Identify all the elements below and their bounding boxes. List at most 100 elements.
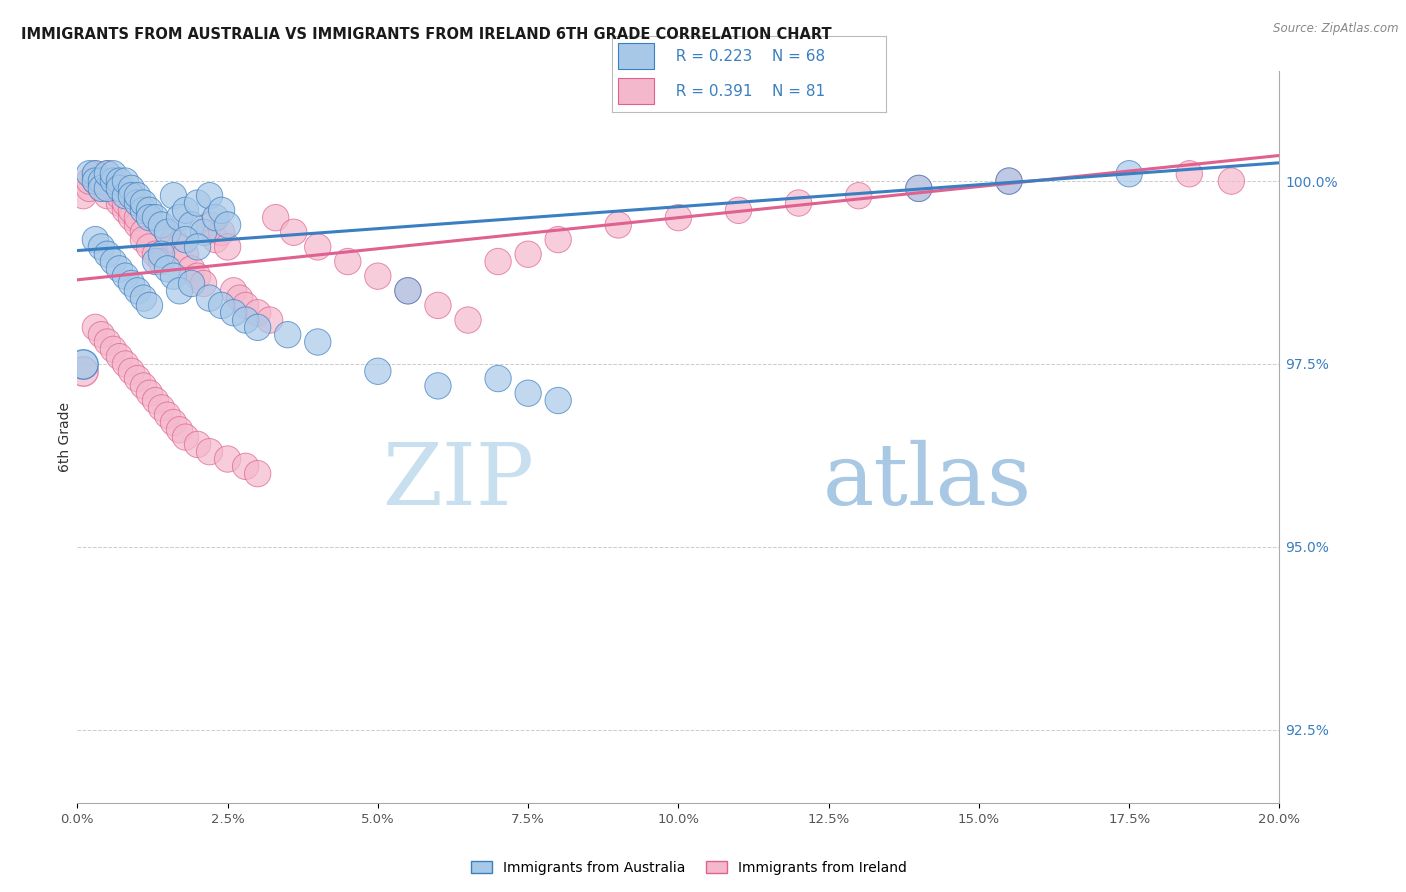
Point <box>96 167 118 181</box>
Point <box>96 167 118 181</box>
Point <box>156 261 179 276</box>
Point <box>222 284 245 298</box>
Point <box>150 218 173 232</box>
Point <box>127 284 149 298</box>
Point <box>132 196 155 211</box>
Point <box>120 188 142 202</box>
Point <box>84 233 107 247</box>
Point <box>108 181 131 195</box>
Point <box>90 181 112 195</box>
Point <box>307 240 329 254</box>
Text: R = 0.223    N = 68: R = 0.223 N = 68 <box>666 49 825 63</box>
Point <box>103 174 125 188</box>
Point <box>169 211 191 225</box>
Point <box>187 437 209 451</box>
Text: Source: ZipAtlas.com: Source: ZipAtlas.com <box>1274 22 1399 36</box>
Point <box>79 167 101 181</box>
Point <box>90 181 112 195</box>
Point <box>169 240 191 254</box>
Point <box>204 233 226 247</box>
Point <box>217 452 239 467</box>
Point <box>180 261 202 276</box>
Point <box>180 218 202 232</box>
Point <box>517 386 540 401</box>
Point <box>132 379 155 393</box>
Point <box>211 298 233 312</box>
Point <box>132 225 155 239</box>
Point <box>217 240 239 254</box>
Point <box>162 269 184 284</box>
Point <box>103 174 125 188</box>
Point <box>150 247 173 261</box>
Point <box>787 196 810 211</box>
Point <box>84 174 107 188</box>
Legend: Immigrants from Australia, Immigrants from Ireland: Immigrants from Australia, Immigrants fr… <box>465 855 912 880</box>
Point <box>367 364 389 378</box>
Point <box>79 174 101 188</box>
Point <box>198 444 221 458</box>
Point <box>246 320 269 334</box>
Point <box>103 254 125 268</box>
Point <box>211 203 233 218</box>
Point <box>307 334 329 349</box>
Point <box>108 350 131 364</box>
Point <box>108 188 131 202</box>
Point <box>211 225 233 239</box>
Point <box>283 225 305 239</box>
Point <box>150 401 173 415</box>
Point <box>114 269 136 284</box>
Point <box>193 225 215 239</box>
Point <box>90 240 112 254</box>
Point <box>193 277 215 291</box>
Point <box>174 203 197 218</box>
Point <box>1118 167 1140 181</box>
Point <box>120 203 142 218</box>
Point <box>162 233 184 247</box>
Point <box>848 188 870 202</box>
Point <box>96 181 118 195</box>
Text: IMMIGRANTS FROM AUSTRALIA VS IMMIGRANTS FROM IRELAND 6TH GRADE CORRELATION CHART: IMMIGRANTS FROM AUSTRALIA VS IMMIGRANTS … <box>21 27 832 42</box>
Point <box>72 364 94 378</box>
Point <box>138 386 160 401</box>
Y-axis label: 6th Grade: 6th Grade <box>58 402 72 472</box>
Text: ZIP: ZIP <box>382 440 534 523</box>
Point <box>90 174 112 188</box>
Point <box>1178 167 1201 181</box>
Point <box>486 371 509 385</box>
Point <box>486 254 509 268</box>
Point <box>90 174 112 188</box>
Point <box>138 240 160 254</box>
Point <box>607 218 630 232</box>
Point <box>174 430 197 444</box>
Point <box>427 298 450 312</box>
Point <box>96 188 118 202</box>
Point <box>108 174 131 188</box>
Point <box>145 254 167 268</box>
Point <box>127 188 149 202</box>
Point <box>174 233 197 247</box>
Point <box>162 416 184 430</box>
Point <box>145 211 167 225</box>
Point <box>1220 174 1243 188</box>
FancyBboxPatch shape <box>619 78 654 104</box>
Point <box>84 167 107 181</box>
Point <box>547 233 569 247</box>
Point <box>187 269 209 284</box>
Point <box>103 343 125 357</box>
Point <box>264 211 287 225</box>
Point <box>132 203 155 218</box>
Point <box>427 379 450 393</box>
Point <box>127 211 149 225</box>
Point <box>79 181 101 195</box>
Point <box>246 306 269 320</box>
Point <box>96 247 118 261</box>
Point <box>114 203 136 218</box>
Point <box>145 247 167 261</box>
Point <box>96 334 118 349</box>
Point <box>235 313 257 327</box>
Point <box>517 247 540 261</box>
Point <box>204 211 226 225</box>
Point <box>84 320 107 334</box>
Point <box>668 211 690 225</box>
Point <box>127 371 149 385</box>
